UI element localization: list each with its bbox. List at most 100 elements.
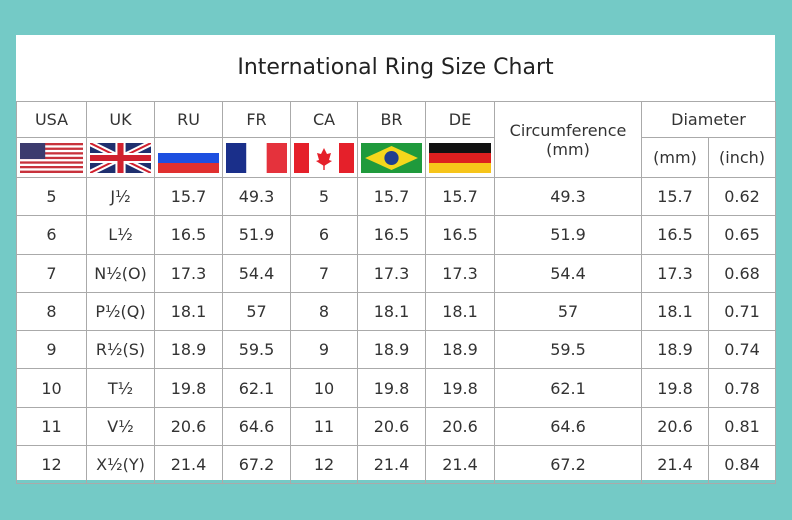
us-flag-cell bbox=[16, 137, 87, 178]
flag-row: (mm) (inch) bbox=[16, 137, 777, 178]
table-row: 12 X½(Y) 21.4 67.2 12 21.4 21.4 67.2 21.4 0.84 bbox=[16, 445, 777, 485]
uk-flag-icon bbox=[90, 142, 151, 173]
cell-diameter-mm: 17.3 bbox=[641, 253, 709, 293]
cell-de: 17.3 bbox=[425, 253, 495, 293]
cell-ca: 5 bbox=[290, 176, 358, 217]
cell-uk: T½ bbox=[86, 368, 155, 408]
cell-circumference: 51.9 bbox=[494, 215, 642, 255]
cell-usa: 5 bbox=[16, 176, 87, 217]
cell-diameter-mm: 16.5 bbox=[641, 215, 709, 255]
cell-ca: 12 bbox=[290, 445, 358, 485]
cell-br: 16.5 bbox=[357, 215, 426, 255]
cell-ca: 6 bbox=[290, 215, 358, 255]
germany-flag-cell bbox=[425, 137, 495, 178]
header-diameter-mm: (mm) bbox=[641, 137, 709, 178]
chart-title: International Ring Size Chart bbox=[237, 55, 554, 80]
cell-diameter-inch: 0.62 bbox=[707, 176, 777, 217]
canada-flag-icon bbox=[294, 142, 354, 173]
brazil-flag-cell bbox=[357, 137, 426, 178]
cell-ru: 20.6 bbox=[154, 406, 223, 447]
cell-uk: L½ bbox=[86, 215, 155, 255]
cell-br: 17.3 bbox=[357, 253, 426, 293]
cell-diameter-mm: 18.9 bbox=[641, 330, 709, 370]
cell-fr: 62.1 bbox=[222, 368, 291, 408]
cell-diameter-inch: 0.68 bbox=[707, 253, 777, 293]
header-fr: FR bbox=[222, 101, 291, 138]
header-diameter-inch: (inch) bbox=[707, 137, 777, 178]
cell-circumference: 54.4 bbox=[494, 253, 642, 293]
cell-uk: V½ bbox=[86, 406, 155, 447]
header-br: BR bbox=[357, 101, 426, 138]
cell-de: 18.9 bbox=[425, 330, 495, 370]
table-row: 7 N½(O) 17.3 54.4 7 17.3 17.3 54.4 17.3 0.68 bbox=[16, 253, 777, 293]
header-row: USA UK RU FR CA BR DE Circumference (mm) … bbox=[16, 101, 777, 178]
circumference-label: Circumference bbox=[509, 120, 627, 140]
cell-diameter-mm: 15.7 bbox=[641, 176, 709, 217]
cell-diameter-mm: 19.8 bbox=[641, 368, 709, 408]
cell-fr: 49.3 bbox=[222, 176, 291, 217]
cell-diameter-inch: 0.74 bbox=[707, 330, 777, 370]
cell-de: 19.8 bbox=[425, 368, 495, 408]
cell-circumference: 62.1 bbox=[494, 368, 642, 408]
cell-br: 18.9 bbox=[357, 330, 426, 370]
cell-circumference: 49.3 bbox=[494, 176, 642, 217]
cell-ru: 16.5 bbox=[154, 215, 223, 255]
cell-diameter-inch: 0.81 bbox=[707, 406, 777, 447]
russia-flag-icon bbox=[158, 142, 219, 173]
cell-usa: 7 bbox=[16, 253, 87, 293]
france-flag-cell bbox=[222, 137, 291, 178]
header-diameter: Diameter bbox=[640, 101, 777, 138]
canada-flag-cell bbox=[290, 137, 358, 178]
cell-uk: J½ bbox=[86, 176, 155, 217]
cell-circumference: 67.2 bbox=[494, 445, 642, 485]
cell-diameter-mm: 20.6 bbox=[641, 406, 709, 447]
cell-diameter-mm: 21.4 bbox=[641, 445, 709, 485]
table-row: 10 T½ 19.8 62.1 10 19.8 19.8 62.1 19.8 0.78 bbox=[16, 368, 777, 408]
cell-diameter-inch: 0.84 bbox=[707, 445, 777, 485]
cell-usa: 11 bbox=[16, 406, 87, 447]
table-row: 8 P½(Q) 18.1 57 8 18.1 18.1 57 18.1 0.71 bbox=[16, 291, 777, 332]
cell-ca: 8 bbox=[290, 291, 358, 332]
cell-fr: 57 bbox=[222, 291, 291, 332]
table-row: 9 R½(S) 18.9 59.5 9 18.9 18.9 59.5 18.9 0.74 bbox=[16, 330, 777, 370]
cell-circumference: 57 bbox=[494, 291, 642, 332]
cell-fr: 67.2 bbox=[222, 445, 291, 485]
table-row: 5 J½ 15.7 49.3 5 15.7 15.7 49.3 15.7 0.62 bbox=[16, 176, 777, 217]
header-usa: USA bbox=[16, 101, 87, 138]
cell-de: 16.5 bbox=[425, 215, 495, 255]
table-row: 6 L½ 16.5 51.9 6 16.5 16.5 51.9 16.5 0.65 bbox=[16, 215, 777, 255]
france-flag-icon bbox=[226, 142, 287, 173]
uk-flag-cell bbox=[86, 137, 155, 178]
cell-de: 21.4 bbox=[425, 445, 495, 485]
cell-br: 19.8 bbox=[357, 368, 426, 408]
cell-diameter-mm: 18.1 bbox=[641, 291, 709, 332]
cell-ca: 11 bbox=[290, 406, 358, 447]
cell-ru: 21.4 bbox=[154, 445, 223, 485]
size-table: USA UK RU FR CA BR DE Circumference (mm) … bbox=[16, 101, 777, 485]
cell-diameter-inch: 0.71 bbox=[707, 291, 777, 332]
circumference-unit: (mm) bbox=[546, 139, 590, 159]
cell-ru: 15.7 bbox=[154, 176, 223, 217]
cell-diameter-inch: 0.78 bbox=[707, 368, 777, 408]
header-ru: RU bbox=[154, 101, 223, 138]
russia-flag-cell bbox=[154, 137, 223, 178]
cell-de: 15.7 bbox=[425, 176, 495, 217]
brazil-flag-icon bbox=[361, 142, 422, 173]
germany-flag-icon bbox=[429, 142, 491, 173]
cell-fr: 59.5 bbox=[222, 330, 291, 370]
cell-uk: R½(S) bbox=[86, 330, 155, 370]
ring-size-chart: International Ring Size Chart USA UK RU … bbox=[16, 35, 777, 485]
cell-usa: 12 bbox=[16, 445, 87, 485]
cell-usa: 10 bbox=[16, 368, 87, 408]
us-flag-icon bbox=[20, 142, 83, 173]
cell-diameter-inch: 0.65 bbox=[707, 215, 777, 255]
cell-fr: 64.6 bbox=[222, 406, 291, 447]
cell-fr: 51.9 bbox=[222, 215, 291, 255]
cell-br: 21.4 bbox=[357, 445, 426, 485]
cell-usa: 8 bbox=[16, 291, 87, 332]
cell-br: 20.6 bbox=[357, 406, 426, 447]
cell-ru: 19.8 bbox=[154, 368, 223, 408]
cell-ca: 10 bbox=[290, 368, 358, 408]
cell-fr: 54.4 bbox=[222, 253, 291, 293]
cell-uk: N½(O) bbox=[86, 253, 155, 293]
